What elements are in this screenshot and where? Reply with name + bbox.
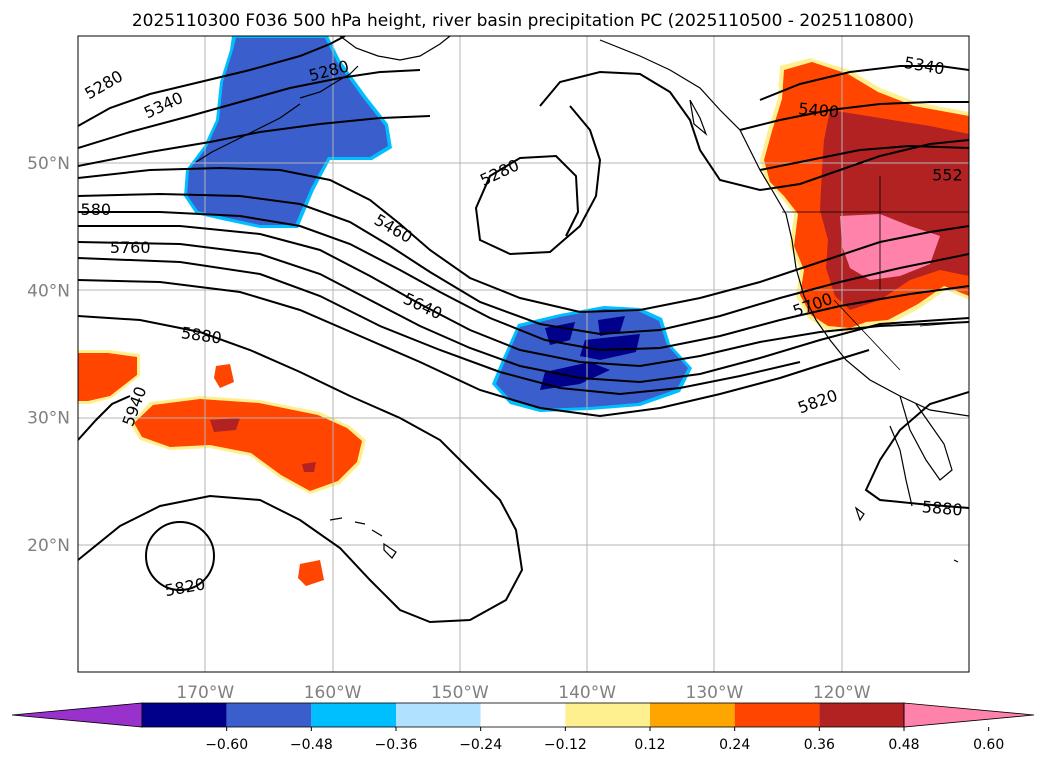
contour-5580 [78,211,969,352]
border-california-nevada [833,299,901,371]
coast-british-columbia [599,39,773,191]
contour-5460 [78,166,969,314]
lon-tick-label: 120°W [813,683,871,703]
colorbar-bin [565,703,650,727]
coast-alaska [339,36,451,61]
lat-tick-label: 20°N [27,536,70,556]
colorbar-bin [142,703,227,727]
colorbar-tick-label: −0.60 [205,737,248,753]
contour-5340-west [78,69,421,149]
contour-label: 5400 [798,99,840,121]
contour-5880 [78,315,524,624]
contour-5880-east [864,391,969,509]
colorbar-bin [480,703,566,727]
coast-alaska-peninsula [299,65,359,99]
colorbar-bin [650,703,735,727]
coast-islands [854,506,865,522]
lon-tick-label: 150°W [431,683,489,703]
latitude-ticks: 50°N 40°N 30°N 20°N [27,154,70,556]
map-frame [77,35,970,673]
coast-us-west [771,189,969,417]
colorbar-tick-label: −0.12 [544,737,587,753]
contour-5340-east [759,65,969,101]
contour-5820-north [78,279,870,418]
colorbar-tick-label: −0.24 [459,737,502,753]
coast-hawaii [329,517,397,559]
colorbar-extend-max [903,702,1035,728]
colorbar-tick-label: −0.48 [290,737,333,753]
contour-label: 5880 [921,497,963,519]
lat-tick-label: 50°N [27,154,70,174]
colorbar-tick-label: −0.36 [375,737,418,753]
colorbar-extend-min [11,702,143,728]
coastlines [195,36,969,563]
shading-negative-north [184,36,392,228]
colorbar-frame [141,702,905,728]
height-contours [78,36,969,624]
contour-5520 [78,192,969,336]
lat-tick-label: 40°N [27,281,70,301]
coast-island-small [953,559,959,563]
lon-tick-label: 140°W [558,683,616,703]
colorbar-bin [734,703,820,727]
contour-5940 [78,395,131,441]
contour-5820-low [145,521,215,591]
coast-baja [899,395,953,481]
contour-5280-low [474,105,602,256]
contour-5400-west [78,115,431,167]
lon-tick-label: 160°W [304,683,362,703]
shading-positive-east [760,58,969,332]
colorbar-tick-label: 0.12 [634,737,665,753]
colorbar: −0.60 −0.48 −0.36 −0.24 −0.12 0.12 0.24 0.36 0.4… [11,702,1035,753]
colorbar-bin [311,703,396,727]
contour-label: 580 [81,200,112,219]
colorbar-tick-label: 0.24 [719,737,750,753]
colorbar-bin [819,703,904,727]
contour-5280-west [78,36,346,127]
contour-5700 [78,241,969,384]
contour-5460-trough-east [539,70,969,192]
contour-5760 [78,257,801,396]
lon-tick-label: 170°W [176,683,234,703]
map-panel: 5280534052805280534054005525805760546056… [77,35,970,673]
contour-label: 5760 [110,238,151,257]
map-title: 2025110300 F036 500 hPa height, river ba… [132,11,914,31]
lon-tick-label: 130°W [686,683,744,703]
colorbar-tick-label: 0.36 [804,737,835,753]
contour-5640 [78,225,969,368]
colorbar-bin [396,703,481,727]
colorbar-tick-label: 0.48 [888,737,919,753]
contour-5400-east [739,101,969,131]
contour-5520-east [759,144,969,171]
shading-positive-southwest [78,350,366,586]
lat-tick-label: 30°N [27,409,70,429]
contour-label: 552 [932,166,963,185]
colorbar-tick-label: 0.60 [973,737,1004,753]
coast-haida-gwaii [689,99,708,136]
colorbar-bin [226,703,312,727]
longitude-ticks: 170°W 160°W 150°W 140°W 130°W 120°W [176,683,870,703]
